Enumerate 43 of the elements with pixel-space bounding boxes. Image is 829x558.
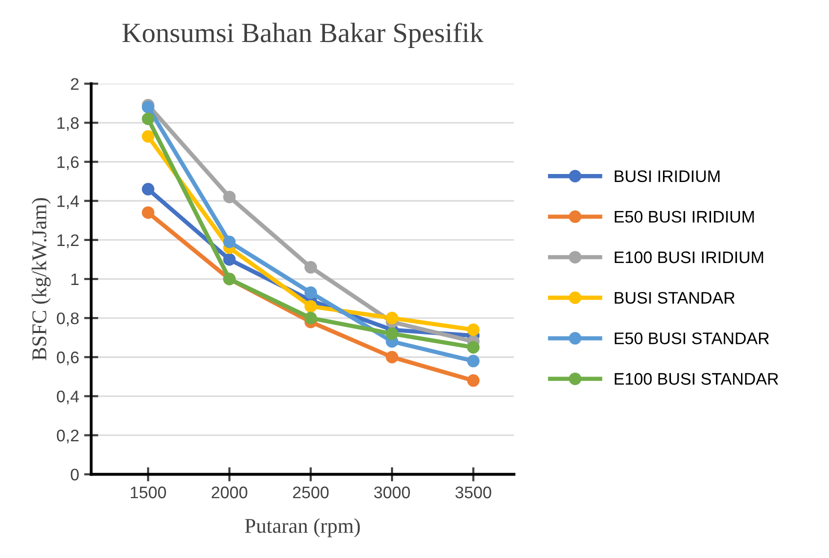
point (467, 324, 480, 336)
x-tick-label: 2500 (293, 486, 329, 498)
y-tick-label: 1,2 (57, 234, 79, 248)
y-tick-label: 0,2 (56, 430, 79, 444)
y-tick-label: 0,6 (56, 352, 79, 366)
point (467, 354, 480, 368)
point (386, 350, 398, 364)
legend-label: E100 BUSI IRIDIUM (614, 251, 764, 264)
point (304, 286, 317, 299)
point (223, 190, 236, 204)
x-tick-label: 3500 (455, 486, 492, 498)
point (223, 236, 236, 248)
point (142, 130, 154, 143)
y-tick-label: 0,8 (56, 312, 79, 326)
y-tick-label: 1,6 (57, 156, 79, 170)
point (467, 341, 480, 354)
x-tick-label: 3000 (374, 486, 410, 498)
x-axis-title: Putaran (rpm) (245, 518, 360, 538)
y-tick-label: 1 (71, 274, 79, 286)
point (467, 374, 480, 387)
y-tick-label: 2 (70, 78, 79, 90)
x-tick-label: 2000 (212, 486, 248, 498)
x-tick-label: 1500 (130, 486, 166, 498)
point (142, 182, 154, 196)
point (223, 253, 236, 266)
point (142, 112, 154, 126)
legend-label: E100 BUSI STANDAR (614, 373, 778, 385)
y-tick-label: 0 (70, 468, 79, 481)
y-tick-label: 0,4 (56, 390, 79, 404)
point (386, 327, 398, 340)
point (304, 312, 317, 324)
legend-label: E50 BUSI STANDAR (614, 332, 769, 344)
y-tick-label: 1,4 (57, 195, 79, 210)
point (304, 261, 317, 274)
y-axis-title: BSFC (kg/kW.Jam) (32, 198, 51, 360)
point (142, 206, 154, 219)
legend-label: E50 BUSI IRIDIUM (614, 210, 754, 223)
y-tick-label: 1,8 (57, 117, 79, 131)
legend-label: BUSI STANDAR (614, 292, 735, 304)
chart-title: Konsumsi Bahan Bakar Spesifik (122, 22, 484, 48)
point (386, 312, 398, 324)
point (304, 300, 317, 313)
legend-label: BUSI IRIDIUM (614, 170, 720, 182)
